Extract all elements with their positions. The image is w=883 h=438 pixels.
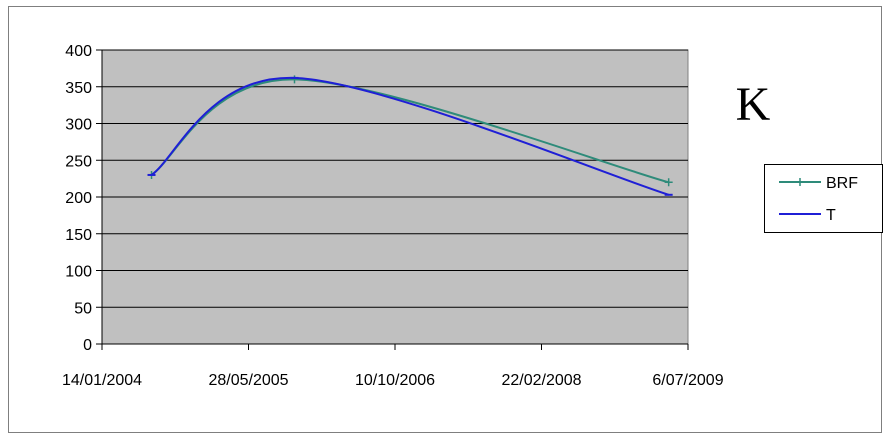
y-tick-label: 100	[65, 264, 92, 281]
data-point-marker	[664, 178, 673, 187]
y-tick-label: 250	[65, 153, 92, 170]
x-tick-label: 6/07/2009	[652, 372, 723, 389]
series-lines	[147, 75, 673, 196]
y-tick-label: 0	[83, 337, 92, 354]
gridlines	[102, 49, 688, 308]
axes: 0 50 100 150 200 250 300 350 400 14/01/2004 28/05/…	[62, 43, 724, 389]
legend-box	[764, 164, 883, 233]
y-tick-label: 200	[65, 190, 92, 207]
y-tick-label: 50	[74, 300, 92, 317]
y-tick-label: 150	[65, 227, 92, 244]
x-tick-label: 22/02/2008	[501, 372, 581, 389]
legend-label-brf: BRF	[826, 175, 858, 192]
legend: BRF T	[764, 164, 883, 233]
legend-label-t: T	[826, 207, 836, 224]
x-tick-label: 28/05/2005	[208, 372, 288, 389]
series-line-t	[150, 76, 669, 196]
legend-marker	[796, 178, 804, 186]
x-tick-label: 14/01/2004	[62, 372, 142, 389]
y-tick-label: 350	[65, 80, 92, 97]
data-point-marker	[290, 75, 299, 84]
x-tick-label: 10/10/2006	[355, 372, 435, 389]
y-tick-label: 300	[65, 117, 92, 134]
chart-title: K	[736, 78, 771, 131]
y-tick-label: 400	[65, 43, 92, 60]
